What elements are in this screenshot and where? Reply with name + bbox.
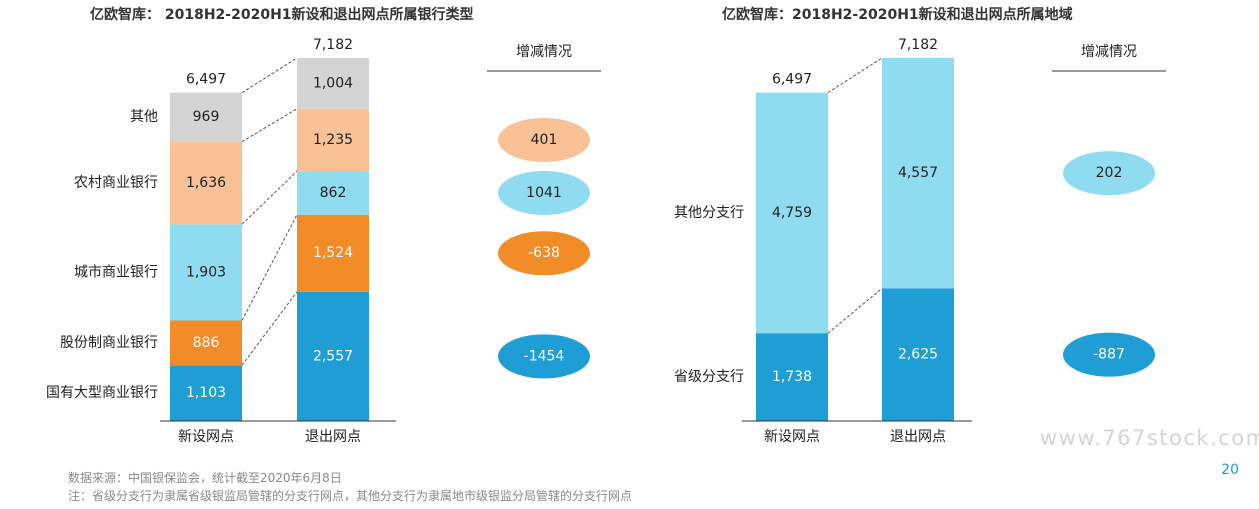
data-label-0-0-3: 1,636 — [186, 175, 226, 191]
connector-0-2 — [241, 170, 298, 225]
category-label-0-1: 退出网点 — [305, 429, 361, 445]
bar-1-0-1 — [756, 92, 828, 334]
total-label-0-0: 6,497 — [186, 72, 226, 88]
bar-0-1-4 — [297, 58, 369, 109]
connector-1-1 — [827, 57, 883, 94]
bar-0-1-0 — [297, 291, 369, 421]
total-label-1-0: 6,497 — [772, 72, 812, 88]
change-oval-0-2 — [498, 170, 590, 215]
bar-0-0-4 — [170, 92, 242, 142]
change-oval-0-0 — [498, 334, 590, 379]
series-label-1-1: 其他分支行 — [674, 205, 744, 221]
data-label-0-1-3: 1,235 — [313, 132, 353, 148]
data-label-1-0-0: 1,738 — [772, 369, 812, 385]
change-oval-1-1 — [1063, 151, 1155, 196]
total-label-1-1: 7,182 — [898, 37, 938, 53]
category-label-1-0: 新设网点 — [764, 429, 820, 445]
change-header-0: 增减情况 — [516, 44, 572, 60]
bar-0-0-2 — [170, 224, 242, 321]
series-label-0-0: 国有大型商业银行 — [46, 385, 158, 401]
change-oval-0-3 — [498, 117, 590, 162]
series-label-0-1: 股份制商业银行 — [60, 335, 158, 351]
change-value-1-0: -887 — [1093, 347, 1125, 363]
chart-region: 1,738 4,759 6,497 新设网点 2,625 4,557 7,182 退出网点 省级… — [674, 37, 1166, 445]
change-oval-1-0 — [1063, 332, 1155, 377]
data-label-0-0-1: 886 — [193, 335, 220, 351]
data-label-0-0-0: 1,103 — [186, 385, 226, 401]
data-label-0-1-4: 1,004 — [313, 75, 353, 91]
change-value-0-0: -1454 — [524, 348, 565, 364]
bar-0-1-3 — [297, 108, 369, 172]
page-number: 20 — [1221, 462, 1239, 478]
data-label-0-0-4: 969 — [193, 109, 220, 125]
change-oval-0-1 — [498, 231, 590, 276]
bar-0-1-2 — [297, 171, 369, 215]
chart-title-right: 亿欧智库：2018H2-2020H1新设和退出网点所属地域 — [722, 7, 1073, 23]
bar-0-1-1 — [297, 214, 369, 292]
data-label-0-1-0: 2,557 — [313, 348, 353, 364]
watermark: www.767stock.com — [1040, 426, 1259, 450]
change-header-1: 增减情况 — [1081, 44, 1137, 60]
connector-0-0 — [241, 291, 298, 366]
change-value-0-1: -638 — [528, 245, 560, 261]
chart-bank-type: 1,103 886 1,903 1,636 969 6,497 新设网点 2,557 1,524… — [46, 37, 601, 445]
data-label-0-1-1: 1,524 — [313, 245, 353, 261]
data-label-1-0-1: 4,759 — [772, 205, 812, 221]
chart-title-left: 亿欧智库： 2018H2-2020H1新设和退出网点所属银行类型 — [90, 7, 474, 23]
bar-1-1-0 — [882, 288, 954, 421]
category-label-1-1: 退出网点 — [890, 429, 946, 445]
connector-1-0 — [827, 287, 883, 334]
series-label-0-3: 农村商业银行 — [74, 175, 158, 191]
series-label-0-4: 其他 — [130, 109, 158, 125]
footer-source: 数据来源：中国银保监会，统计截至2020年6月8日 — [68, 471, 342, 485]
footer-note: 注：省级分支行为隶属省级银监局管辖的分支行网点，其他分支行为隶属地市级银监分局管… — [68, 489, 633, 503]
series-label-0-2: 城市商业银行 — [74, 263, 158, 280]
bar-0-0-3 — [170, 141, 242, 225]
category-label-0-0: 新设网点 — [178, 429, 234, 445]
connector-0-3 — [241, 108, 298, 143]
total-label-0-1: 7,182 — [313, 37, 353, 53]
series-label-1-0: 省级分支行 — [674, 369, 744, 385]
data-label-0-1-2: 862 — [320, 185, 347, 201]
bar-0-0-0 — [170, 365, 242, 421]
change-value-0-2: 1041 — [526, 185, 562, 201]
change-value-1-1: 202 — [1096, 165, 1123, 181]
data-label-1-1-1: 4,557 — [898, 165, 938, 181]
data-label-1-1-0: 2,625 — [898, 347, 938, 363]
connector-0-4 — [241, 57, 298, 94]
change-value-0-3: 401 — [531, 132, 558, 148]
bar-0-0-1 — [170, 320, 242, 366]
connector-0-1 — [241, 214, 298, 321]
bar-1-1-1 — [882, 58, 954, 289]
data-label-0-0-2: 1,903 — [186, 264, 226, 280]
bar-1-0-0 — [756, 333, 828, 421]
